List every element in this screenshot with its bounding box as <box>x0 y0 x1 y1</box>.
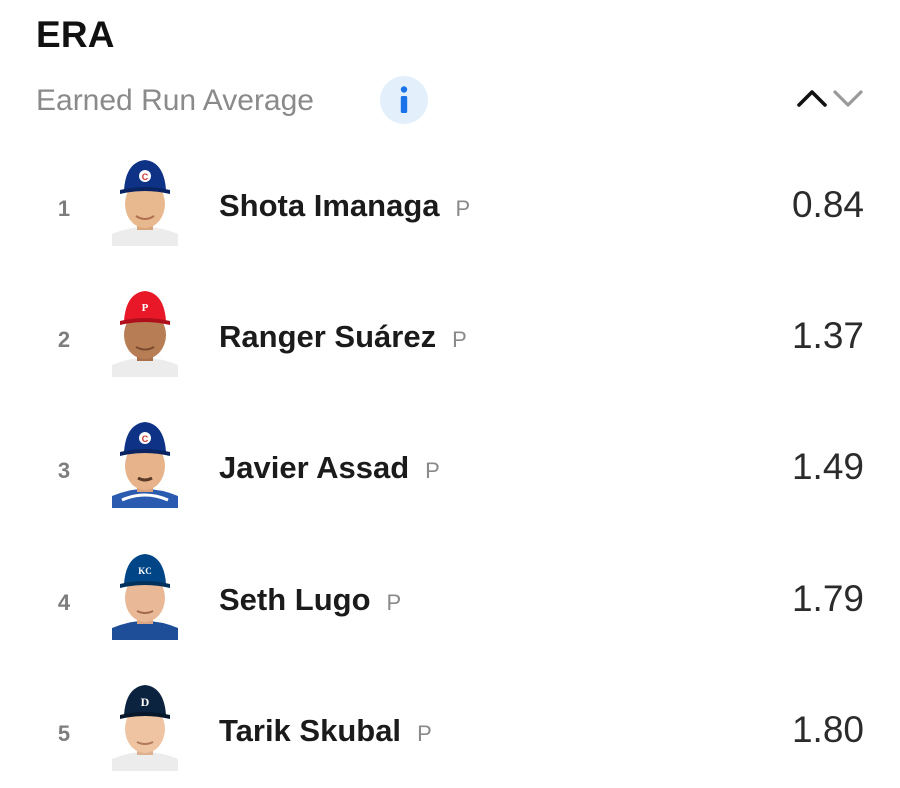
rank: 4 <box>57 590 71 615</box>
sort-controls <box>796 84 868 112</box>
player-name[interactable]: Javier Assad P <box>219 450 440 486</box>
player-name-label: Seth Lugo <box>219 582 371 617</box>
player-position: P <box>452 327 468 352</box>
team-logo: D <box>141 695 150 709</box>
player-position: P <box>425 458 441 483</box>
player-name-label: Shota Imanaga <box>219 188 440 223</box>
leader-row[interactable]: 5 D Tarik Skubal P 1.80 <box>0 677 900 787</box>
leader-row[interactable]: 4 KC Seth Lugo P 1.79 <box>0 546 900 656</box>
stat-value: 1.49 <box>791 446 864 487</box>
player-position: P <box>417 721 433 746</box>
stat-title: ERA <box>36 14 115 55</box>
team-logo: P <box>142 302 149 314</box>
player-name[interactable]: Ranger Suárez P <box>219 319 467 355</box>
stat-value: 0.84 <box>791 184 864 225</box>
rank: 2 <box>57 327 71 352</box>
stat-subtitle: Earned Run Average <box>36 84 314 117</box>
player-name[interactable]: Tarik Skubal P <box>219 713 432 749</box>
player-headshot: D <box>112 685 178 771</box>
team-logo: KC <box>138 566 152 576</box>
team-logo: C <box>142 172 149 182</box>
rank: 1 <box>57 196 71 221</box>
player-name-label: Javier Assad <box>219 450 410 485</box>
rank: 3 <box>57 458 71 483</box>
team-logo: C <box>142 434 149 444</box>
leader-row[interactable]: 1 C Shota Imanaga P 0.84 <box>0 152 900 262</box>
player-headshot: C <box>112 422 178 508</box>
leader-row[interactable]: 2 P Ranger Suárez P 1.37 <box>0 283 900 393</box>
player-name-label: Ranger Suárez <box>219 319 437 354</box>
stat-value: 1.37 <box>791 315 864 356</box>
player-name[interactable]: Seth Lugo P <box>219 582 402 618</box>
stat-value: 1.79 <box>791 578 864 619</box>
player-headshot: P <box>112 291 178 377</box>
player-position: P <box>386 590 402 615</box>
rank: 5 <box>57 721 71 746</box>
player-name[interactable]: Shota Imanaga P <box>219 188 471 224</box>
player-headshot: C <box>112 160 178 246</box>
info-icon <box>400 86 408 113</box>
player-position: P <box>455 196 471 221</box>
player-name-label: Tarik Skubal <box>219 713 402 748</box>
player-headshot: KC <box>112 554 178 640</box>
stat-value: 1.80 <box>791 709 864 750</box>
chevron-up-icon[interactable] <box>796 84 828 112</box>
info-button[interactable] <box>380 76 428 124</box>
chevron-down-icon[interactable] <box>832 84 864 112</box>
leader-row[interactable]: 3 C Javier Assad P 1.49 <box>0 414 900 524</box>
